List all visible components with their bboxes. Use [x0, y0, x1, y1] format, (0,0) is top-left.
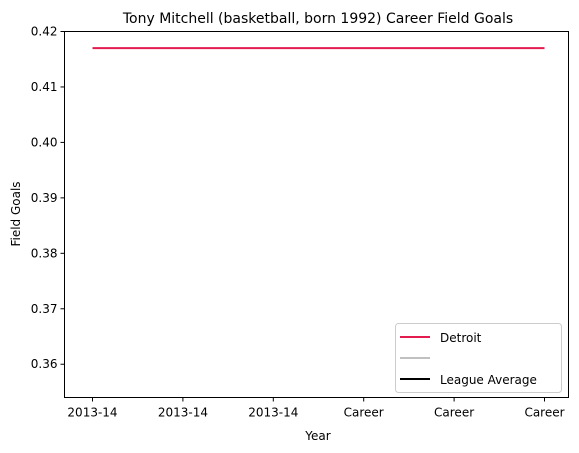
y-tick-label: 0.36	[31, 357, 58, 371]
axis-ticks: 0.36 0.37 0.38 0.39 0.40 0.41 0.42 2013-14 2013-…	[31, 25, 565, 420]
y-tick-label: 0.41	[31, 80, 58, 94]
y-tick-label: 0.42	[31, 25, 58, 39]
legend-label-league-average: League Average	[440, 373, 537, 387]
x-tick-label: 2013-14	[248, 406, 298, 420]
legend: Detroit League Average	[395, 323, 562, 393]
x-axis-label: Year	[304, 429, 330, 443]
y-tick-label: 0.37	[31, 302, 58, 316]
legend-box	[395, 323, 562, 393]
legend-label-detroit: Detroit	[440, 331, 482, 345]
plot-frame	[64, 31, 569, 398]
x-tick-label: 2013-14	[67, 406, 117, 420]
x-tick-label: 2013-14	[158, 406, 208, 420]
x-tick-label: Career	[434, 406, 474, 420]
y-tick-label: 0.39	[31, 191, 58, 205]
x-tick-label: Career	[524, 406, 564, 420]
x-tick-label: Career	[344, 406, 384, 420]
chart-title: Tony Mitchell (basketball, born 1992) Ca…	[122, 11, 513, 27]
y-tick-label: 0.38	[31, 246, 58, 260]
y-axis-label: Field Goals	[9, 181, 23, 246]
y-tick-label: 0.40	[31, 135, 58, 149]
